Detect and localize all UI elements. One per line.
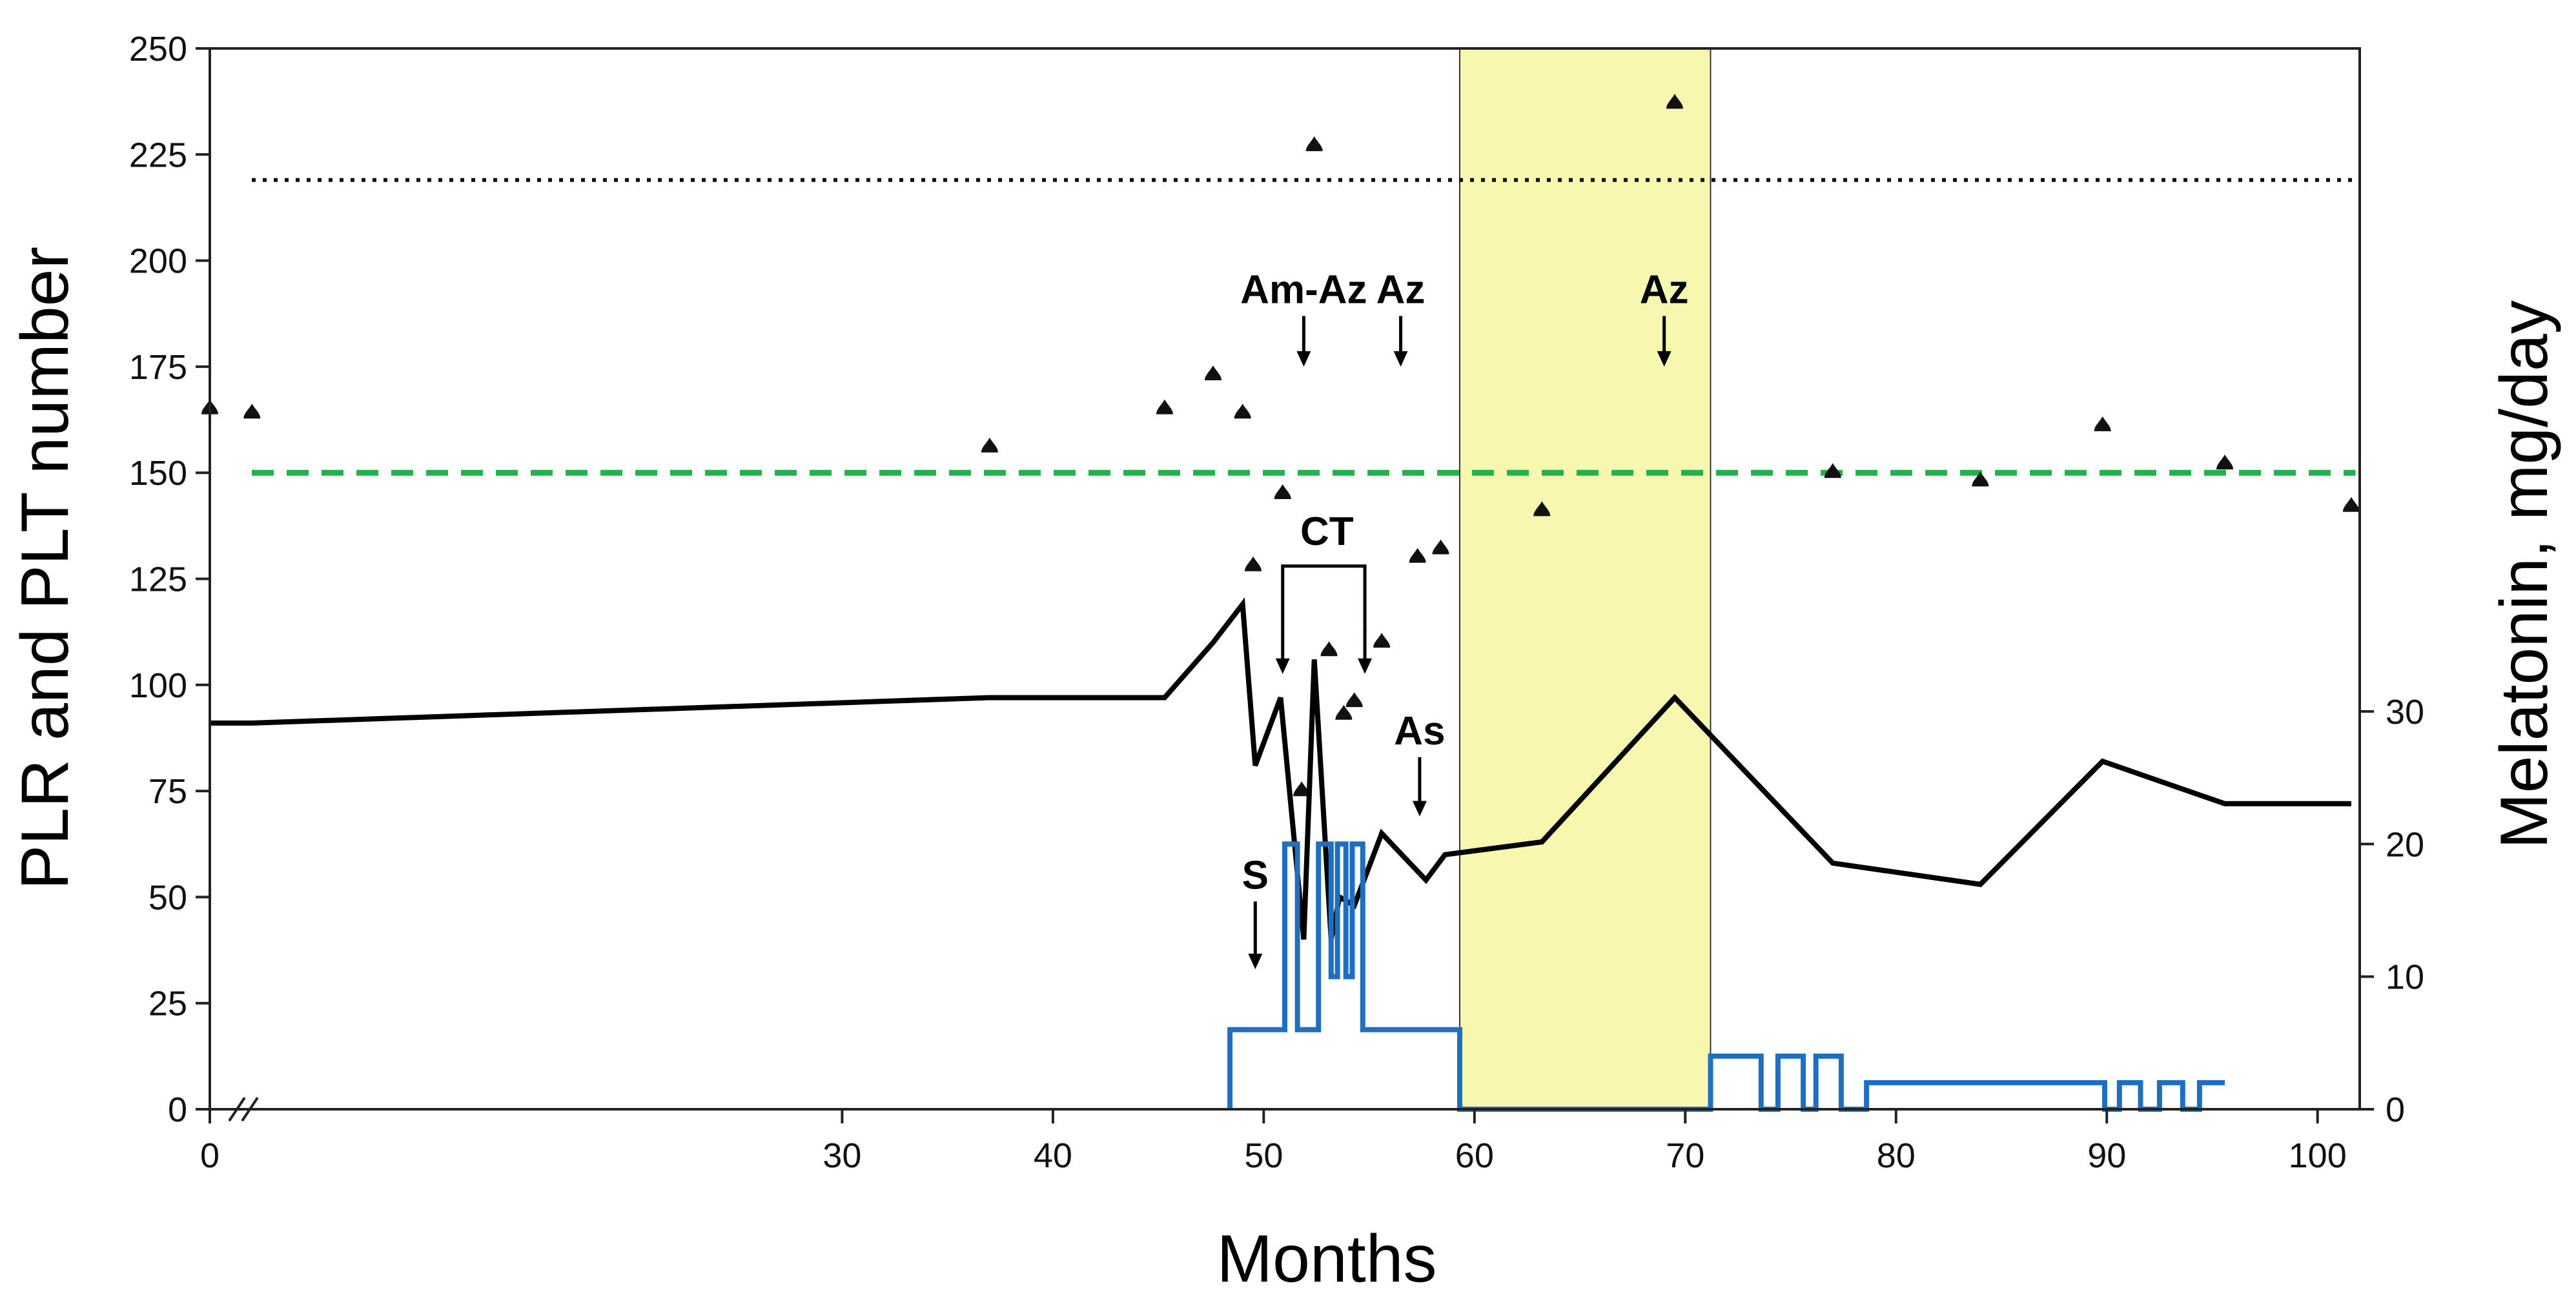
y-tick-label-0: 0 [168, 1091, 187, 1129]
series-group [201, 94, 2360, 1112]
y-tick-label-75: 75 [148, 772, 187, 811]
plr-point-21 [2216, 455, 2234, 470]
y-right-tick-label-20: 20 [2386, 825, 2424, 864]
annotation-az-2: Az [1640, 267, 1689, 312]
plr-point-1 [243, 404, 261, 419]
y-tick-label-25: 25 [148, 985, 187, 1023]
x-tick-label-70: 70 [1666, 1136, 1704, 1175]
annotation-as-4: As [1394, 709, 1445, 753]
y-tick-label-250: 250 [129, 30, 187, 68]
plr-point-10 [1320, 641, 1338, 657]
x-tick-label-80: 80 [1877, 1136, 1916, 1175]
plr-point-18 [1824, 463, 1841, 478]
plr-point-4 [1205, 365, 1222, 381]
plt-series-line [210, 597, 2351, 940]
melatonin-series-line [1227, 841, 2225, 1112]
plr-point-14 [1409, 548, 1426, 563]
plr-point-5 [1234, 404, 1251, 419]
ct-arrow-left-head [1275, 658, 1290, 674]
annotation-am-az-0: Am-Az [1240, 267, 1367, 312]
annotation-arrow-1-head [1393, 351, 1408, 367]
reference-lines [252, 178, 2356, 476]
annotation-az-1: Az [1376, 267, 1426, 312]
y-axis-right-title: Melatonin, mg/day [2487, 300, 2562, 849]
annotation-arrow-5-head [1248, 954, 1263, 970]
x-tick-label-90: 90 [2087, 1136, 2126, 1175]
x-tick-label-40: 40 [1034, 1136, 1072, 1175]
annotation-ct-3: CT [1300, 509, 1354, 554]
annotation-arrow-2-head [1657, 351, 1671, 367]
axis-break-mark-0 [228, 1096, 246, 1122]
annotation-arrow-0-head [1296, 351, 1311, 367]
y-tick-label-125: 125 [129, 560, 187, 599]
axis-break-mark-1 [241, 1096, 259, 1122]
x-tick-label-100: 100 [2289, 1136, 2347, 1175]
plr-point-16 [1533, 501, 1551, 517]
chart-background [1458, 48, 1712, 1110]
annotation-s-5: S [1242, 853, 1269, 897]
plr-point-8 [1293, 781, 1311, 797]
y-axis-title: PLR and PLT number [8, 247, 83, 890]
y-right-tick-label-10: 10 [2386, 958, 2424, 997]
plr-point-12 [1345, 692, 1363, 708]
x-tick-label-60: 60 [1455, 1136, 1494, 1175]
plr-point-7 [1274, 484, 1291, 500]
plr-point-2 [981, 437, 998, 453]
plr-point-13 [1373, 633, 1391, 648]
x-tick-label-50: 50 [1244, 1136, 1283, 1175]
plr-point-15 [1432, 539, 1449, 555]
plr-point-20 [2094, 416, 2111, 431]
annotation-arrow-4-head [1412, 801, 1427, 817]
y-right-tick-label-0: 0 [2386, 1091, 2405, 1129]
highlight-region [1458, 48, 1712, 1110]
y-tick-label-175: 175 [129, 348, 187, 387]
plr-point-19 [1972, 471, 1989, 487]
ct-bracket [1281, 564, 1367, 626]
y-right-tick-label-30: 30 [2386, 693, 2424, 732]
y-tick-label-150: 150 [129, 454, 187, 493]
axes: 0 30 40 50 60 70 80 90 1000255075100125150175200… [129, 30, 2424, 1175]
plr-point-11 [1335, 704, 1353, 720]
y-tick-label-50: 50 [148, 878, 187, 917]
plr-point-9 [1305, 136, 1323, 152]
x-tick-label-30: 30 [823, 1136, 861, 1175]
plr-point-17 [1666, 94, 1683, 109]
plr-point-22 [2342, 497, 2360, 512]
y-tick-label-225: 225 [129, 136, 187, 174]
y-tick-label-100: 100 [129, 666, 187, 705]
plr-point-3 [1156, 399, 1173, 415]
y-tick-label-200: 200 [129, 242, 187, 281]
plr-point-6 [1245, 556, 1262, 571]
ct-arrow-right-head [1358, 658, 1373, 674]
x-axis-title: Months [1216, 1222, 1436, 1296]
x-tick-label-0: 0 [200, 1136, 220, 1175]
